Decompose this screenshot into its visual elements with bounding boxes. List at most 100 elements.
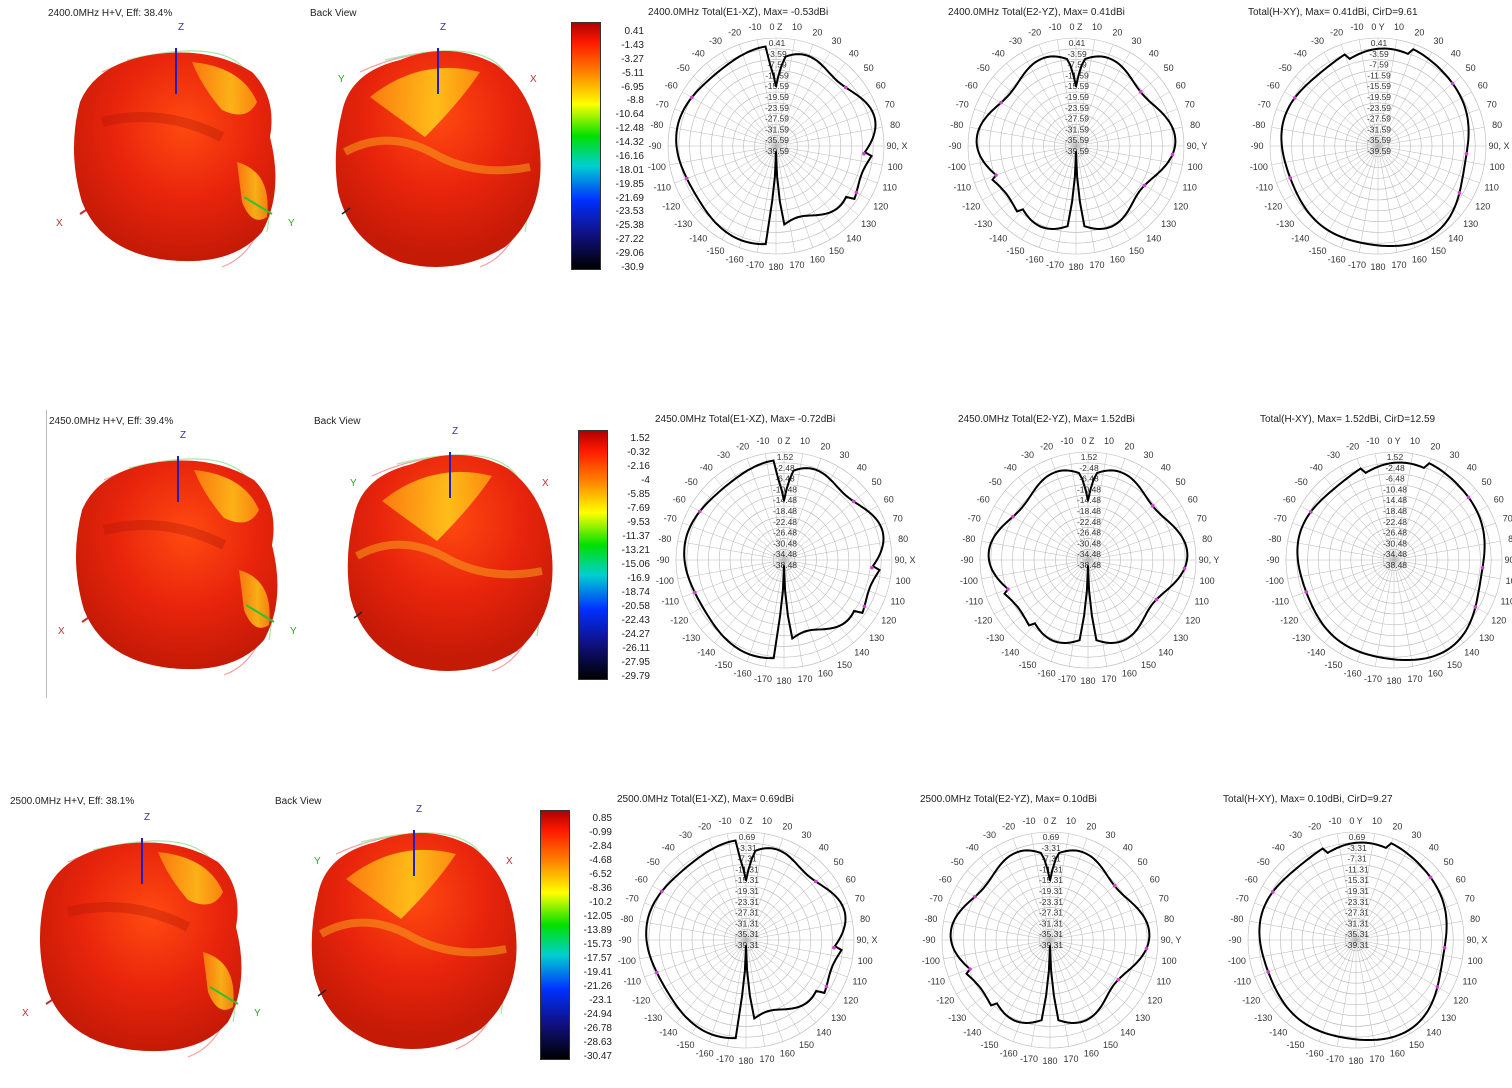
- grid-spoke: [1301, 939, 1357, 1034]
- trace-marker: [1304, 590, 1309, 594]
- angle-tick-label: -130: [1292, 633, 1310, 643]
- gain-surface: [73, 52, 276, 262]
- grid-spoke: [1049, 939, 1070, 1047]
- color-scale-tick: 0.41: [624, 26, 644, 37]
- z-axis-label: Z: [180, 430, 186, 441]
- polar-chart-title: Total(H-XY), Max= 0.41dBi, CirD=9.61: [1248, 7, 1418, 18]
- angle-zero-label: 0 Z: [1043, 816, 1057, 826]
- ring-value-label: -19.59: [1367, 92, 1391, 102]
- trace-marker: [1480, 565, 1485, 570]
- color-scale-tick: -7.69: [627, 503, 650, 514]
- ring-value-label: 0.41: [1371, 38, 1388, 48]
- grid-spoke: [1075, 145, 1114, 248]
- angle-tick-label: -150: [714, 660, 732, 670]
- angle-tick-label: 140: [1464, 648, 1479, 658]
- grid-spoke: [1393, 453, 1414, 561]
- angle-tick-label: -60: [977, 495, 990, 505]
- ring-value-label: 0.69: [739, 832, 756, 842]
- grid-spoke: [775, 91, 870, 147]
- angle-tick-label: 110: [1157, 976, 1171, 986]
- ring-value-label: 0.69: [1349, 832, 1366, 842]
- ring-value-label: -38.48: [1077, 560, 1101, 570]
- ring-value-label: -18.48: [1077, 506, 1101, 516]
- grid-spoke: [1262, 885, 1357, 941]
- grid-spoke: [1284, 91, 1379, 147]
- ring-value-label: -3.59: [767, 49, 787, 59]
- trace-marker: [1142, 183, 1147, 188]
- angle-tick-label: 30: [839, 450, 849, 460]
- ring-value-label: -15.31: [735, 875, 759, 885]
- angle-tick-label: -40: [662, 842, 675, 852]
- grid-spoke: [1075, 145, 1096, 253]
- grid-spoke: [1377, 145, 1448, 229]
- ring-value-label: -39.59: [1367, 146, 1391, 156]
- angle-tick-label: -160: [1344, 669, 1362, 679]
- ring-value-label: -2.48: [1079, 463, 1099, 473]
- grid-spoke: [1393, 559, 1464, 643]
- color-scale-tick: -4.68: [589, 855, 612, 866]
- angle-tick-label: 90, X: [856, 935, 877, 945]
- grid-spoke: [1300, 559, 1395, 615]
- grid-spoke: [1049, 920, 1157, 941]
- grid-spoke: [1358, 145, 1379, 253]
- grid-spoke: [775, 44, 814, 147]
- angle-tick-label: -30: [1021, 450, 1034, 460]
- color-scale-tick: -11.37: [622, 531, 650, 542]
- color-scale-tick: -12.48: [615, 123, 644, 135]
- trace-marker: [685, 176, 689, 181]
- angle-tick-label: 110: [891, 596, 905, 606]
- angle-tick-label: 170: [1391, 260, 1406, 270]
- angle-tick-label: 50: [864, 63, 874, 73]
- angle-tick-label: -10: [1350, 22, 1363, 32]
- grid-spoke: [1377, 126, 1485, 147]
- row-title: 2400.0MHz H+V, Eff: 38.4%: [48, 8, 173, 19]
- trace-marker: [1011, 514, 1015, 519]
- angle-tick-label: -150: [676, 1040, 694, 1050]
- grid-spoke: [1075, 76, 1159, 147]
- angle-tick-label: -100: [1228, 956, 1246, 966]
- angle-tick-label: -90: [960, 555, 973, 565]
- angle-tick-label: 30: [1433, 36, 1443, 46]
- grid-spoke: [775, 145, 883, 166]
- ring-value-label: -19.31: [1039, 886, 1063, 896]
- angle-tick-label: 50: [1444, 857, 1454, 867]
- angle-tick-label: -140: [1001, 648, 1019, 658]
- color-scale-tick: 0.85: [592, 813, 612, 824]
- angle-tick-label: -40: [1004, 462, 1017, 472]
- grid-spoke: [1284, 145, 1379, 201]
- ring-value-label: -11.59: [1065, 70, 1089, 80]
- angle-tick-label: -140: [963, 1028, 981, 1038]
- ring-value-label: -19.59: [1065, 92, 1089, 102]
- angle-tick-label: 40: [1149, 48, 1159, 58]
- grid-spoke: [1087, 559, 1158, 643]
- grid-spoke: [1286, 939, 1357, 1023]
- grid-spoke: [1393, 466, 1449, 561]
- angle-tick-label: 70: [893, 514, 903, 524]
- angle-tick-label: 160: [1084, 1049, 1099, 1059]
- ring-value-label: -27.59: [765, 114, 789, 124]
- angle-tick-label: 170: [1089, 260, 1104, 270]
- color-scale-tick: -23.53: [615, 206, 644, 218]
- angle-tick-label: 10: [1104, 436, 1114, 446]
- x-axis-label: X: [56, 218, 63, 229]
- grid-spoke: [1075, 145, 1131, 240]
- ring-value-label: -38.48: [773, 560, 797, 570]
- angle-tick-label: 60: [1494, 495, 1504, 505]
- grid-spoke: [1049, 939, 1105, 1034]
- angle-tick-label: 100: [888, 162, 903, 172]
- angle-tick-label: 170: [797, 674, 812, 684]
- angle-tick-label: -100: [648, 162, 666, 172]
- angle-tick-label: 20: [1392, 821, 1402, 831]
- ring-value-label: -23.59: [1367, 103, 1391, 113]
- ring-value-label: -22.48: [1077, 517, 1101, 527]
- grid-spoke: [1377, 76, 1461, 147]
- angle-tick-label: 80: [1508, 534, 1512, 544]
- angle-tick-label: 20: [812, 27, 822, 37]
- angle-tick-label: 100: [1506, 576, 1512, 586]
- grid-spoke: [1249, 920, 1357, 941]
- angle-tick-label: 160: [1122, 669, 1137, 679]
- ring-value-label: -11.59: [765, 70, 789, 80]
- grid-spoke: [708, 939, 747, 1042]
- z-axis-label: Z: [144, 812, 150, 823]
